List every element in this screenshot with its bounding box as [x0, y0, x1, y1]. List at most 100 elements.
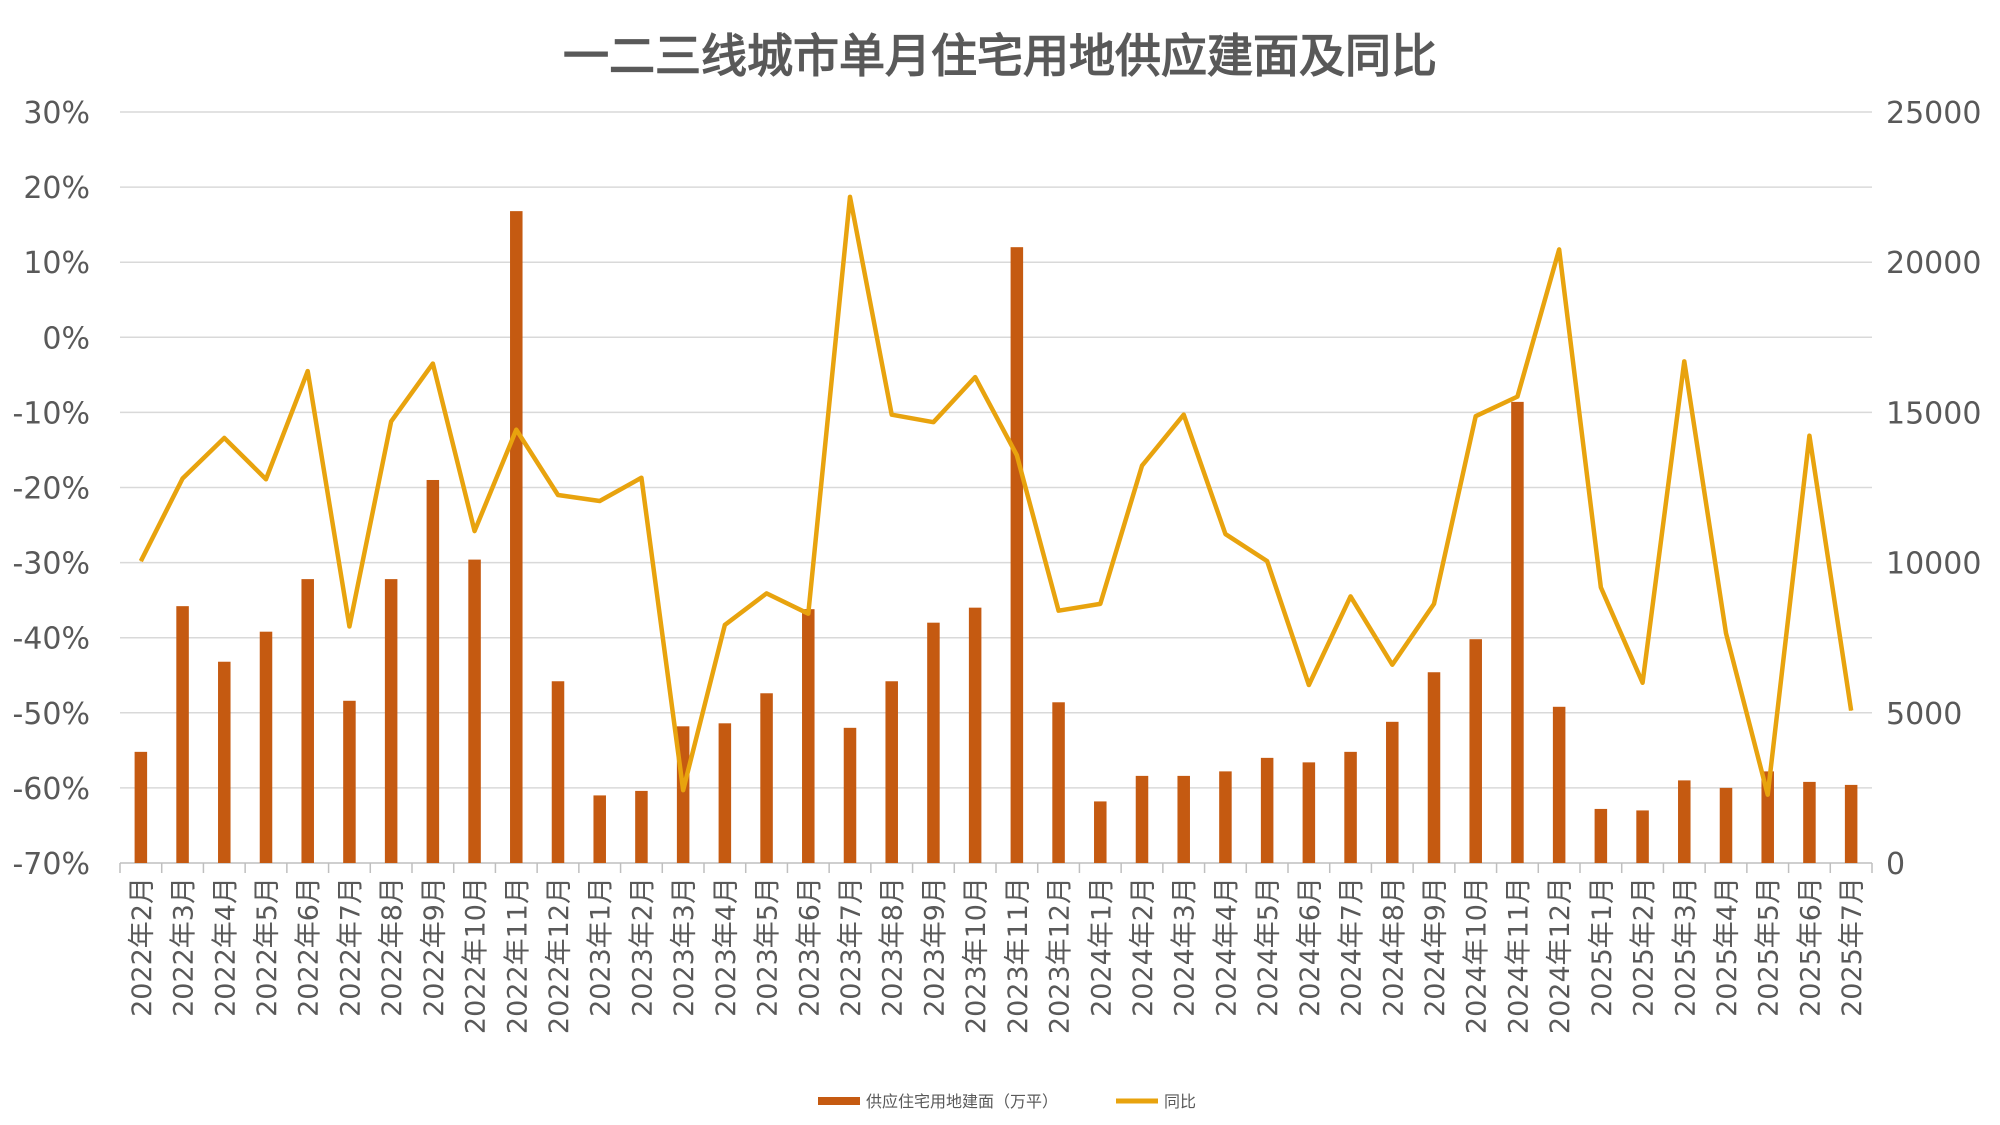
x-tick-label: 2023年6月	[794, 877, 825, 1017]
x-tick-label: 2024年1月	[1086, 877, 1117, 1017]
x-tick-label: 2023年2月	[627, 877, 658, 1017]
line-point	[265, 478, 267, 480]
x-tick-label: 2023年4月	[711, 877, 742, 1017]
legend-label-bar: 供应住宅用地建面（万平）	[866, 1092, 1058, 1111]
x-axis-ticks: 2022年2月 2022年3月 2022年4月 2022年5月 2022年6月 2022年…	[119, 863, 1873, 1034]
line-point	[223, 437, 225, 439]
left-tick-label: -50%	[12, 697, 90, 732]
bar	[1135, 775, 1149, 863]
line-point	[932, 421, 934, 423]
line-point	[515, 429, 517, 431]
x-tick-label: 2024年11月	[1503, 877, 1534, 1034]
line-point	[807, 613, 809, 615]
right-tick-label: 0	[1886, 847, 1905, 882]
bar	[1636, 810, 1649, 863]
line-point	[1141, 465, 1143, 467]
right-axis-ticks: 0 5000 10000 15000 20000 25000	[1886, 96, 1981, 882]
bar	[134, 751, 148, 863]
bar	[426, 479, 440, 863]
bar	[301, 579, 314, 863]
left-tick-label: -40%	[12, 622, 90, 657]
bar	[968, 607, 982, 863]
left-tick-label: -60%	[12, 772, 90, 807]
bar	[1511, 401, 1524, 863]
bar	[1010, 247, 1024, 863]
bar	[885, 681, 898, 863]
bar	[1552, 706, 1566, 863]
left-tick-label: -30%	[12, 547, 90, 582]
x-tick-label: 2025年1月	[1587, 877, 1618, 1017]
x-tick-label: 2025年3月	[1670, 877, 1701, 1017]
x-tick-label: 2024年3月	[1170, 877, 1201, 1017]
x-tick-label: 2022年4月	[210, 877, 241, 1017]
chart-title: 一二三线城市单月住宅用地供应建面及同比	[563, 29, 1437, 83]
legend-swatch-bar	[818, 1097, 860, 1105]
right-tick-label: 15000	[1886, 396, 1981, 431]
line-point	[1475, 415, 1477, 417]
line-point	[1099, 603, 1101, 605]
bar	[468, 559, 481, 863]
bar	[1761, 771, 1774, 863]
x-tick-label: 2022年9月	[419, 877, 450, 1017]
line-point	[766, 592, 768, 594]
line-point	[1308, 684, 1310, 686]
x-tick-label: 2024年9月	[1420, 877, 1451, 1017]
x-tick-label: 2024年2月	[1128, 877, 1159, 1017]
x-tick-label: 2022年7月	[335, 877, 366, 1017]
right-tick-label: 10000	[1886, 547, 1981, 582]
x-tick-label: 2025年7月	[1837, 877, 1868, 1017]
x-tick-label: 2023年9月	[919, 877, 950, 1017]
x-tick-label: 2022年2月	[127, 877, 158, 1017]
line-point	[474, 530, 476, 532]
line-point	[1850, 710, 1852, 712]
x-tick-label: 2022年3月	[169, 877, 200, 1017]
left-tick-label: -20%	[12, 472, 90, 507]
bar-series	[134, 211, 1858, 863]
line-point	[1642, 682, 1644, 684]
x-tick-label: 2023年5月	[753, 877, 784, 1017]
right-tick-label: 25000	[1886, 96, 1981, 131]
bar	[843, 727, 857, 863]
x-tick-label: 2022年10月	[461, 877, 492, 1034]
line-point	[1516, 396, 1518, 398]
line-point	[1350, 595, 1352, 597]
left-tick-label: -70%	[12, 847, 90, 882]
bar	[218, 661, 231, 863]
bar	[635, 790, 648, 863]
line-point	[599, 500, 601, 502]
left-axis-ticks: -70% -60% -50% -40% -30% -20% -10% 0% 10% 20% 30%	[12, 96, 90, 882]
bar	[343, 700, 356, 863]
x-tick-label: 2023年1月	[586, 877, 617, 1017]
bar	[927, 622, 940, 863]
bar	[1427, 672, 1441, 863]
line-point	[1183, 414, 1185, 416]
x-tick-label: 2025年5月	[1754, 877, 1785, 1017]
x-tick-label: 2025年2月	[1629, 877, 1660, 1017]
bar	[1260, 757, 1274, 863]
line-series	[138, 194, 1854, 797]
line-point	[1016, 454, 1018, 456]
x-tick-label: 2023年8月	[878, 877, 909, 1017]
legend-label-line: 同比	[1164, 1092, 1196, 1111]
line-point	[724, 624, 726, 626]
x-tick-label: 2024年4月	[1211, 877, 1242, 1017]
bar	[1344, 751, 1357, 863]
x-tick-label: 2024年8月	[1378, 877, 1409, 1017]
line-point	[307, 370, 309, 372]
bar	[1803, 781, 1816, 863]
bar	[760, 693, 773, 863]
x-tick-label: 2022年8月	[377, 877, 408, 1017]
line-point	[432, 363, 434, 365]
x-tick-label: 2023年3月	[669, 877, 700, 1017]
bar	[384, 579, 398, 863]
x-tick-label: 2024年10月	[1462, 877, 1493, 1034]
x-tick-label: 2024年6月	[1295, 877, 1326, 1017]
right-tick-label: 20000	[1886, 246, 1981, 281]
line-point	[891, 414, 893, 416]
gridlines	[120, 111, 1872, 864]
line-point	[640, 477, 642, 479]
bar	[176, 606, 189, 863]
line-point	[140, 560, 142, 562]
